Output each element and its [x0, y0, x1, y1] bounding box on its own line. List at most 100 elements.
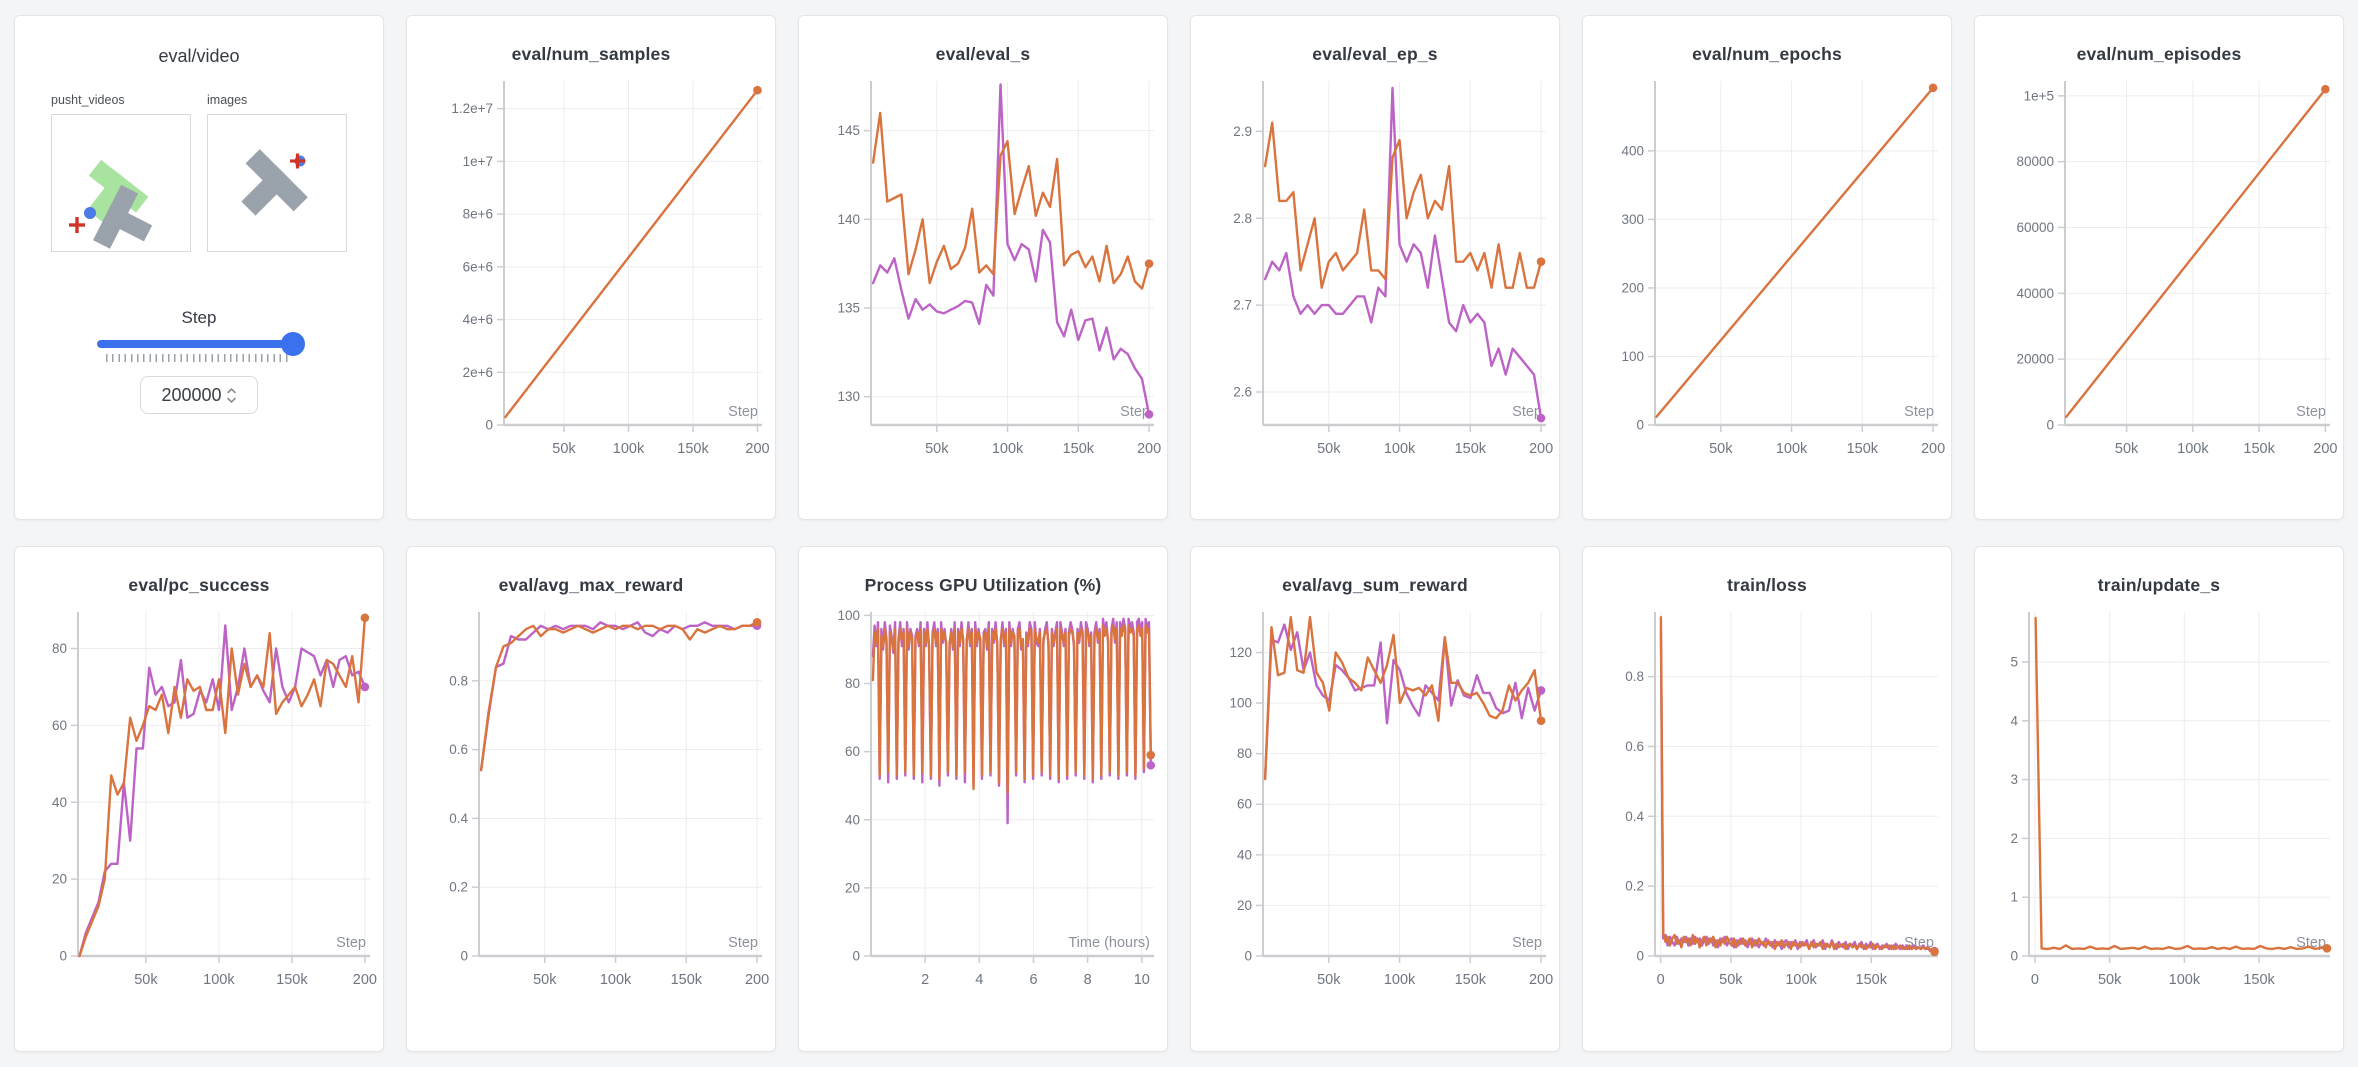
- step-slider-track[interactable]: [97, 332, 305, 356]
- svg-text:5: 5: [2010, 654, 2018, 669]
- svg-text:Time (hours): Time (hours): [1068, 935, 1150, 951]
- svg-text:0: 0: [2031, 972, 2039, 988]
- svg-text:135: 135: [837, 300, 860, 315]
- svg-text:50k: 50k: [2115, 441, 2139, 457]
- panel-title: eval/video: [158, 46, 240, 66]
- chart-title: eval/pc_success: [128, 575, 270, 595]
- svg-text:100k: 100k: [2177, 441, 2209, 457]
- svg-text:0.2: 0.2: [449, 880, 468, 895]
- chart-title: eval/avg_max_reward: [498, 575, 684, 595]
- svg-text:80: 80: [845, 676, 860, 691]
- svg-text:200: 200: [1137, 441, 1161, 457]
- chart-title: train/update_s: [2097, 575, 2221, 595]
- svg-text:40: 40: [52, 795, 67, 810]
- svg-text:140: 140: [837, 212, 860, 227]
- chart-canvas[interactable]: 0 0.2 0.4 0.6 0.8 50k 100k 150k 200 Step: [412, 598, 770, 1023]
- chart-title: eval/eval_s: [935, 44, 1031, 64]
- chart-canvas[interactable]: 0 20 40 60 80 100 2 4 6 8 10 Time (hours): [804, 598, 1162, 1023]
- svg-text:150k: 150k: [1063, 441, 1095, 457]
- gray-t-block: [93, 184, 153, 249]
- svg-text:100k: 100k: [613, 441, 645, 457]
- step-slider-handle[interactable]: [281, 332, 305, 356]
- svg-text:0: 0: [1657, 972, 1665, 988]
- svg-text:6e+6: 6e+6: [463, 259, 493, 274]
- svg-text:80000: 80000: [2016, 154, 2054, 169]
- svg-text:0: 0: [1636, 949, 1644, 964]
- media-column-images: images: [207, 93, 347, 252]
- svg-text:300: 300: [1621, 212, 1644, 227]
- panel-eval-num-episodes: eval/num_episodes 0 20000 40000 60000 80000 1…: [1974, 15, 2344, 520]
- step-value-text: 200000: [161, 384, 222, 405]
- svg-text:200: 200: [1921, 441, 1945, 457]
- chart-title: Process GPU Utilization (%): [864, 575, 1102, 595]
- svg-text:50k: 50k: [2098, 972, 2122, 988]
- svg-text:Step: Step: [728, 935, 758, 951]
- svg-text:150k: 150k: [1455, 972, 1487, 988]
- pusht-video-thumbnail[interactable]: [51, 114, 191, 252]
- svg-text:60: 60: [52, 718, 67, 733]
- svg-text:200: 200: [745, 441, 769, 457]
- svg-text:2e+6: 2e+6: [463, 365, 493, 380]
- svg-text:50k: 50k: [1719, 972, 1743, 988]
- panel-eval-eval-s: eval/eval_s 130 135 140 145 50k 100k 150k 200 St…: [798, 15, 1168, 520]
- chart-canvas[interactable]: 0 1 2 3 4 5 0 50k 100k 150k Step: [1980, 598, 2338, 1023]
- images-scene: [241, 149, 308, 216]
- svg-text:Step: Step: [2296, 404, 2326, 420]
- svg-text:1e+7: 1e+7: [463, 154, 493, 169]
- svg-text:400: 400: [1621, 143, 1644, 158]
- svg-text:0.4: 0.4: [1625, 809, 1644, 824]
- svg-text:100: 100: [1229, 696, 1252, 711]
- svg-text:4e+6: 4e+6: [463, 312, 493, 327]
- svg-text:100k: 100k: [2169, 972, 2201, 988]
- blue-agent-dot: [84, 207, 96, 219]
- svg-text:50k: 50k: [1317, 441, 1341, 457]
- svg-text:0: 0: [2010, 949, 2018, 964]
- chart-canvas[interactable]: 0 20 40 60 80 100 120 50k 100k 150k 200 Step: [1196, 598, 1554, 1023]
- svg-text:4: 4: [975, 972, 983, 988]
- step-value-input[interactable]: 200000: [140, 376, 258, 414]
- svg-text:100k: 100k: [1776, 441, 1808, 457]
- chart-canvas[interactable]: 0 0.2 0.4 0.6 0.8 0 50k 100k 150k Step: [1588, 598, 1946, 1023]
- svg-text:50k: 50k: [552, 441, 576, 457]
- panel-eval-num-epochs: eval/num_epochs 0 100 200 300 400 50k 100k 150k…: [1582, 15, 1952, 520]
- svg-text:40: 40: [845, 812, 860, 827]
- svg-text:0: 0: [852, 949, 860, 964]
- chart-canvas[interactable]: 0 20000 40000 60000 80000 1e+5 50k 100k 150k 200 S…: [1980, 67, 2338, 492]
- svg-text:8e+6: 8e+6: [463, 207, 493, 222]
- svg-text:1e+5: 1e+5: [2024, 88, 2054, 103]
- svg-text:0: 0: [460, 949, 468, 964]
- step-slider-label: Step: [181, 308, 217, 327]
- svg-text:2.9: 2.9: [1233, 124, 1252, 139]
- media-column-pusht-videos: pusht_videos: [51, 93, 191, 252]
- svg-text:20000: 20000: [2016, 352, 2054, 367]
- svg-text:100k: 100k: [1384, 441, 1416, 457]
- chart-title: eval/num_episodes: [2076, 44, 2242, 64]
- svg-text:2.6: 2.6: [1233, 384, 1252, 399]
- svg-text:150k: 150k: [671, 972, 703, 988]
- svg-text:0: 0: [1244, 949, 1252, 964]
- chart-title: eval/eval_ep_s: [1312, 44, 1438, 64]
- images-thumbnail[interactable]: [207, 114, 347, 252]
- chart-canvas[interactable]: 0 100 200 300 400 50k 100k 150k 200 Step: [1588, 67, 1946, 492]
- media-thumbnails-row: pusht_videos: [51, 93, 347, 252]
- stepper-down-icon[interactable]: [226, 396, 237, 404]
- svg-text:50k: 50k: [134, 972, 158, 988]
- chart-canvas[interactable]: 130 135 140 145 50k 100k 150k 200 Step: [804, 67, 1162, 492]
- step-slider-ruler: [106, 354, 292, 362]
- svg-text:Step: Step: [1120, 404, 1150, 420]
- chart-canvas[interactable]: 2.6 2.7 2.8 2.9 50k 100k 150k 200 Step: [1196, 67, 1554, 492]
- chart-canvas[interactable]: 0 2e+6 4e+6 6e+6 8e+6 1e+7 1.2e+7 50k 100k 150k 20…: [412, 67, 770, 492]
- svg-text:10: 10: [1134, 972, 1150, 988]
- svg-text:2.7: 2.7: [1233, 298, 1252, 313]
- svg-text:2.8: 2.8: [1233, 211, 1252, 226]
- svg-text:40: 40: [1237, 847, 1252, 862]
- svg-text:60: 60: [845, 744, 860, 759]
- stepper-up-icon[interactable]: [226, 387, 237, 395]
- chart-canvas[interactable]: 0 20 40 60 80 50k 100k 150k 200 Step: [20, 598, 378, 1023]
- svg-text:150k: 150k: [677, 441, 709, 457]
- svg-text:200: 200: [1621, 280, 1644, 295]
- svg-text:0.2: 0.2: [1625, 879, 1644, 894]
- media-key-label: pusht_videos: [51, 93, 125, 107]
- stepper-arrows: [226, 387, 237, 404]
